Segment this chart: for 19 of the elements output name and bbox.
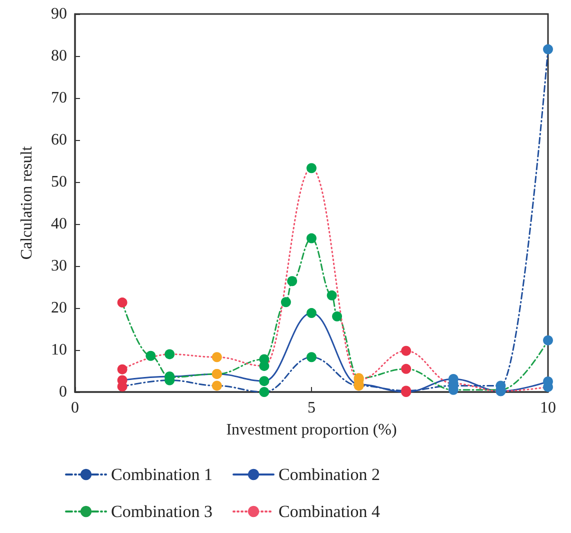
legend-label: Combination 4	[278, 502, 381, 521]
x-tick-label: 5	[308, 400, 316, 416]
y-tick-label: 70	[51, 90, 67, 106]
x-tick-label: 0	[71, 400, 79, 416]
legend-label: Combination 2	[278, 465, 380, 484]
x-tick-label: 10	[540, 400, 556, 416]
y-tick-label: 20	[51, 300, 67, 316]
y-tick-label: 50	[51, 174, 67, 190]
legend-label: Combination 3	[111, 502, 213, 521]
y-tick-label: 80	[51, 48, 67, 64]
y-axis-title: Calculation result	[18, 146, 36, 260]
y-tick-label: 30	[51, 258, 67, 274]
y-tick-label: 0	[59, 384, 67, 400]
y-tick-label: 60	[51, 132, 67, 148]
legend-label: Combination 1	[111, 465, 213, 484]
y-tick-label: 90	[51, 6, 67, 22]
x-axis-title: Investment proportion (%)	[226, 422, 397, 438]
y-tick-label: 40	[51, 216, 67, 232]
y-tick-label: 10	[51, 342, 67, 358]
